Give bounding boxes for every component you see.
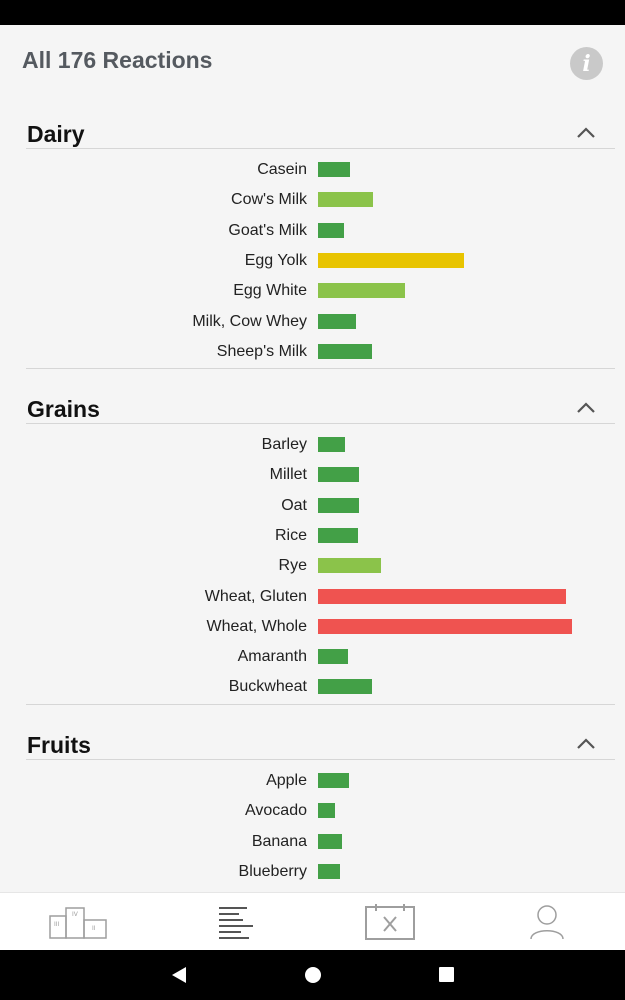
reaction-label: Apple	[266, 772, 307, 789]
reaction-label: Millet	[269, 466, 307, 484]
section-header[interactable]: Dairy	[0, 105, 625, 159]
reaction-bar	[318, 497, 359, 513]
reaction-row[interactable]: Apple	[0, 765, 625, 795]
info-icon[interactable]: i	[570, 47, 603, 80]
chevron-up-icon[interactable]	[574, 125, 598, 141]
reaction-bar	[318, 162, 350, 177]
list-icon[interactable]	[201, 901, 271, 943]
reaction-bar	[318, 343, 372, 359]
reaction-bar	[318, 649, 348, 665]
section-title: Grains	[27, 396, 100, 422]
reaction-label: Wheat, Whole	[206, 617, 307, 635]
reaction-row[interactable]: Barley	[0, 429, 625, 459]
reaction-label: Amaranth	[237, 648, 307, 666]
reaction-label: Avocado	[245, 802, 307, 820]
reaction-bar	[318, 283, 405, 299]
reaction-bar	[318, 437, 345, 452]
reaction-bar	[318, 527, 358, 543]
reaction-label: Milk, Cow Whey	[192, 312, 307, 330]
reaction-row[interactable]: Egg Yolk	[0, 245, 625, 275]
reaction-bar	[318, 679, 372, 695]
reaction-row[interactable]: Banana	[0, 826, 625, 856]
reaction-bar	[318, 803, 335, 819]
reaction-label: Buckwheat	[228, 678, 307, 696]
section-fruits: Fruits Apple Avocado Banana Blueberry	[0, 716, 625, 880]
reaction-label: Cow's Milk	[231, 191, 307, 209]
reaction-row[interactable]: Wheat, Gluten	[0, 581, 625, 611]
back-icon[interactable]	[168, 964, 190, 986]
reaction-row[interactable]: Egg White	[0, 275, 625, 305]
reaction-bar	[318, 222, 344, 238]
reaction-label: Blueberry	[238, 862, 307, 880]
section-divider	[26, 423, 615, 424]
reaction-bar	[318, 252, 464, 268]
reaction-row[interactable]: Rice	[0, 520, 625, 550]
status-bar	[0, 0, 625, 25]
svg-text:III: III	[54, 921, 60, 928]
reaction-label: Goat's Milk	[228, 221, 307, 239]
calendar-meal-icon[interactable]	[355, 901, 425, 943]
reaction-row[interactable]: Oat	[0, 490, 625, 520]
chevron-up-icon[interactable]	[574, 736, 598, 752]
section-header[interactable]: Fruits	[0, 716, 625, 770]
recents-icon[interactable]	[436, 964, 458, 986]
reaction-row[interactable]: Wheat, Whole	[0, 611, 625, 641]
reaction-label: Barley	[261, 436, 307, 453]
bottom-nav: III IV II	[0, 892, 625, 950]
reaction-row[interactable]: Casein	[0, 154, 625, 184]
section-divider	[26, 368, 615, 369]
reaction-bar	[318, 618, 572, 634]
page-title: All 176 Reactions	[22, 47, 213, 73]
reaction-label: Sheep's Milk	[216, 342, 307, 360]
reaction-row[interactable]: Blueberry	[0, 856, 625, 886]
system-nav-bar	[0, 950, 625, 1000]
reaction-label: Egg White	[233, 282, 307, 300]
chevron-up-icon[interactable]	[574, 400, 598, 416]
podium-icon[interactable]: III IV II	[43, 901, 113, 943]
section-grains: Grains Barley Millet Oat Rice Rye Wheat, Glute…	[0, 380, 625, 705]
reactions-list[interactable]: All 176 Reactions i Dairy Casein Cow's Mil…	[0, 25, 625, 892]
section-divider	[26, 148, 615, 149]
reaction-label: Egg Yolk	[244, 251, 307, 269]
section-title: Fruits	[27, 732, 91, 758]
section-title: Dairy	[27, 121, 85, 147]
reaction-label: Oat	[281, 496, 307, 514]
reaction-bar	[318, 467, 359, 483]
profile-icon[interactable]	[512, 901, 582, 943]
reaction-bar	[318, 558, 381, 574]
reaction-row[interactable]: Rye	[0, 550, 625, 580]
reaction-bar	[318, 588, 566, 604]
reaction-label: Rye	[278, 557, 307, 575]
reaction-label: Banana	[251, 832, 307, 850]
reaction-row[interactable]: Amaranth	[0, 641, 625, 671]
reaction-label: Rice	[274, 526, 307, 544]
reaction-row[interactable]: Avocado	[0, 795, 625, 825]
reaction-row[interactable]: Sheep's Milk	[0, 336, 625, 366]
reaction-row[interactable]: Milk, Cow Whey	[0, 306, 625, 336]
reaction-row[interactable]: Goat's Milk	[0, 215, 625, 245]
reaction-row[interactable]: Cow's Milk	[0, 184, 625, 214]
home-icon[interactable]	[302, 964, 324, 986]
reaction-bar	[318, 863, 340, 879]
section-dairy: Dairy Casein Cow's Milk Goat's Milk Egg Yolk…	[0, 105, 625, 369]
reaction-bar	[318, 313, 356, 329]
reaction-label: Casein	[257, 161, 307, 178]
reaction-bar	[318, 192, 373, 208]
reaction-row[interactable]: Millet	[0, 459, 625, 489]
svg-text:II: II	[92, 925, 96, 932]
reaction-bar	[318, 773, 349, 788]
reaction-row[interactable]: Buckwheat	[0, 671, 625, 701]
reaction-bar	[318, 833, 342, 849]
section-header[interactable]: Grains	[0, 380, 625, 434]
svg-text:IV: IV	[72, 911, 79, 918]
section-divider	[26, 759, 615, 760]
section-divider	[26, 704, 615, 705]
reaction-label: Wheat, Gluten	[204, 587, 307, 605]
